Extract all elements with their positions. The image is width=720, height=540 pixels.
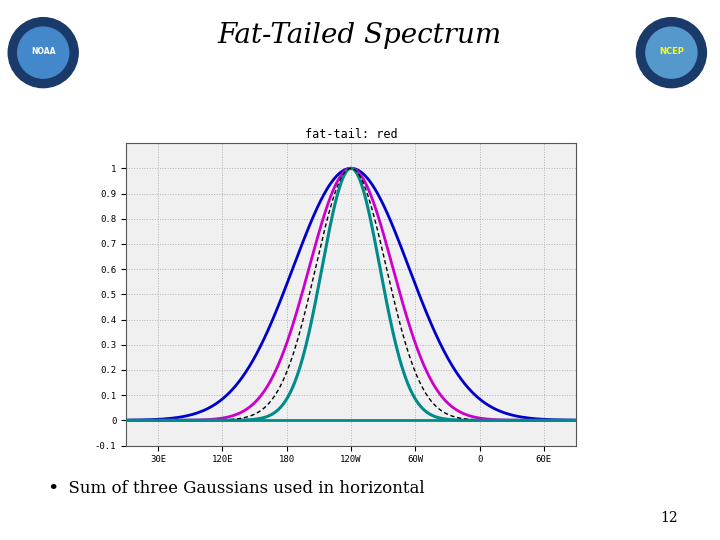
Text: Fat-Tailed Spectrum: Fat-Tailed Spectrum [218,22,502,49]
Text: Sum of three Gaussians used in horizontal: Sum of three Gaussians used in horizonta… [58,480,424,497]
Text: •: • [47,480,58,498]
Text: 12: 12 [661,511,678,525]
Circle shape [8,18,78,87]
Circle shape [646,27,697,78]
Text: NCEP: NCEP [659,46,684,56]
Text: NOAA: NOAA [31,46,55,56]
Title: fat-tail: red: fat-tail: red [305,127,397,140]
Circle shape [18,27,68,78]
Circle shape [636,18,706,87]
